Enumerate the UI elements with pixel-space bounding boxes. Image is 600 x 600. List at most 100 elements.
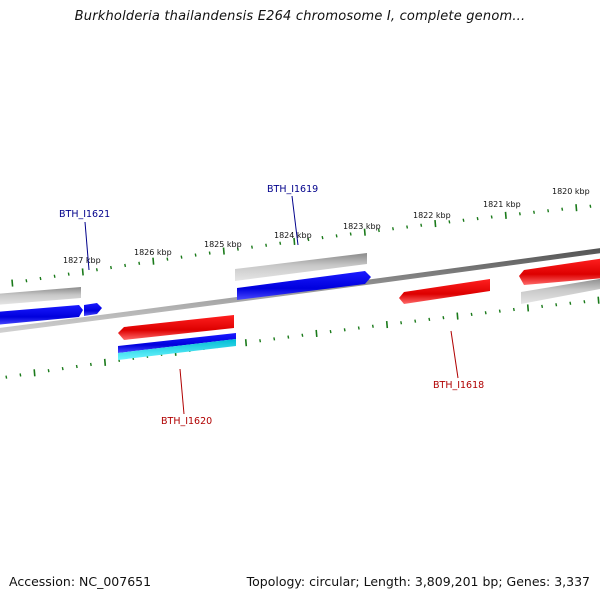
minor-tick: [259, 339, 262, 343]
gene-grey-left[interactable]: [0, 287, 81, 305]
major-tick: [315, 329, 318, 337]
minor-tick: [406, 225, 409, 229]
minor-tick: [400, 321, 403, 325]
minor-tick: [589, 204, 592, 208]
genome-summary-text: Topology: circular; Length: 3,809,201 bp…: [246, 574, 590, 589]
minor-tick: [371, 324, 374, 328]
minor-tick: [75, 364, 78, 369]
major-tick: [293, 237, 296, 245]
minor-tick: [428, 317, 431, 322]
major-tick: [222, 247, 225, 255]
gene-BTH_I1618[interactable]: [399, 279, 490, 304]
major-tick: [11, 279, 14, 287]
minor-tick: [25, 279, 28, 283]
outer-scale-ticks: [11, 204, 592, 287]
major-tick: [244, 339, 248, 347]
minor-tick: [533, 210, 535, 214]
minor-tick: [343, 328, 346, 332]
minor-tick: [39, 276, 42, 281]
leader-BTH_I1619: [291, 195, 299, 246]
minor-tick: [498, 309, 501, 313]
major-tick: [597, 296, 600, 304]
minor-tick: [583, 300, 586, 304]
minor-tick: [561, 207, 564, 211]
minor-tick: [53, 274, 56, 278]
scale-label-1822: 1822 kbp: [413, 211, 451, 220]
minor-tick: [541, 304, 544, 308]
major-tick: [526, 304, 530, 312]
scale-label-1821: 1821 kbp: [483, 200, 521, 209]
minor-tick: [448, 220, 451, 224]
minor-tick: [180, 255, 183, 259]
leader-BTH_I1621: [84, 221, 90, 271]
minor-tick: [47, 369, 50, 373]
minor-tick: [301, 333, 304, 337]
minor-tick: [67, 272, 70, 276]
minor-tick: [470, 312, 473, 317]
major-tick: [152, 257, 155, 265]
minor-tick: [138, 261, 141, 265]
minor-tick: [236, 247, 239, 251]
minor-tick: [414, 319, 417, 323]
leader-BTH_I1618: [450, 330, 459, 379]
minor-tick: [420, 223, 423, 227]
minor-tick: [287, 335, 290, 339]
minor-tick: [61, 366, 64, 371]
major-tick: [81, 268, 84, 276]
minor-tick: [124, 263, 127, 268]
minor-tick: [251, 245, 253, 249]
minor-tick: [329, 329, 332, 334]
gene-red-right[interactable]: [519, 258, 600, 285]
minor-tick: [265, 243, 268, 247]
minor-tick: [547, 209, 550, 213]
minor-tick: [476, 216, 479, 221]
gene-grey-middle[interactable]: [235, 253, 367, 281]
gene-BTH_I1621[interactable]: [84, 303, 102, 316]
leader-BTH_I1620: [179, 368, 185, 415]
minor-tick: [555, 303, 558, 307]
scale-label-1823: 1823 kbp: [343, 222, 381, 231]
scale-labels: 1827 kbp 1826 kbp 1825 kbp 1824 kbp 1823…: [63, 187, 590, 265]
gene-cyan-lower[interactable]: [118, 339, 236, 360]
minor-tick: [357, 326, 360, 330]
scale-label-1824: 1824 kbp: [274, 231, 312, 240]
gene-grey-right[interactable]: [521, 278, 600, 304]
minor-tick: [208, 251, 211, 255]
minor-tick: [569, 301, 572, 305]
minor-tick: [518, 212, 521, 216]
scale-label-1826: 1826 kbp: [134, 248, 172, 257]
major-tick: [363, 228, 366, 236]
minor-tick: [462, 218, 465, 222]
major-tick: [504, 211, 507, 219]
minor-tick: [273, 337, 276, 341]
gene-label-BTH_I1621: BTH_I1621: [59, 209, 110, 220]
minor-tick: [377, 228, 380, 233]
minor-tick: [349, 232, 352, 236]
gene-labels: BTH_I1621 BTH_I1619 BTH_I1620 BTH_I1618: [59, 184, 484, 427]
map-title: Burkholderia thailandensis E264 chromoso…: [74, 9, 526, 24]
gene-blue-lower[interactable]: [118, 333, 236, 353]
gene-BTH_I1619[interactable]: [237, 271, 371, 300]
major-tick: [33, 369, 36, 377]
major-tick: [103, 358, 107, 366]
gene-BTH_I1620[interactable]: [118, 315, 234, 340]
minor-tick: [110, 265, 112, 270]
minor-tick: [307, 237, 310, 242]
minor-tick: [19, 373, 22, 377]
major-tick: [456, 312, 459, 320]
major-tick: [575, 204, 578, 212]
minor-tick: [484, 311, 487, 315]
gene-label-BTH_I1619: BTH_I1619: [267, 184, 318, 195]
scale-label-1825: 1825 kbp: [204, 240, 242, 249]
minor-tick: [95, 268, 98, 272]
minor-tick: [321, 236, 324, 240]
major-tick: [434, 219, 437, 228]
minor-tick: [490, 215, 493, 219]
reverse-strand-genes: [118, 278, 600, 360]
scale-label-1820: 1820 kbp: [552, 187, 590, 196]
gene-blue-left[interactable]: [0, 305, 83, 325]
minor-tick: [512, 307, 515, 312]
minor-tick: [335, 234, 338, 238]
gene-label-BTH_I1618: BTH_I1618: [433, 380, 484, 391]
